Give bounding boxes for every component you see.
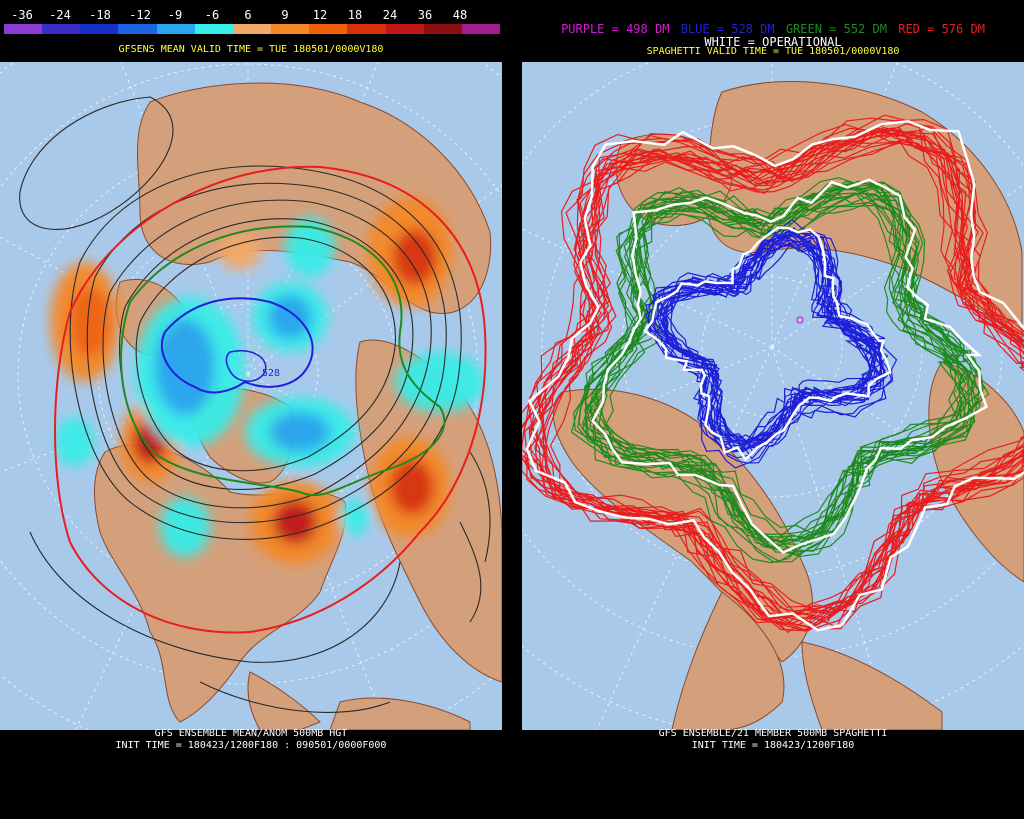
green-member-line — [577, 184, 977, 562]
anomaly-color-bar — [4, 24, 501, 34]
legend-label: -12 — [129, 8, 151, 22]
red-legend-item: RED = 576 DM — [898, 22, 985, 36]
red-member-line — [539, 130, 1024, 611]
legend-swatch — [385, 24, 424, 34]
legend-swatch — [4, 24, 43, 34]
red-576-contour — [54, 165, 487, 634]
spaghetti-valid-time-header: SPAGHETTI VALID TIME = TUE 180501/0000V1… — [646, 46, 900, 57]
blue-legend-item: BLUE = 528 DM — [680, 22, 775, 36]
legend-label: -18 — [89, 8, 111, 22]
spaghetti-legend: PURPLE = 498 DM BLUE = 528 DM GREEN = 55… — [522, 22, 1024, 36]
legend-label: -6 — [204, 8, 220, 22]
legend-label: -24 — [49, 8, 71, 22]
mean-footer-init-time: INIT TIME = 180423/1200F180 : 090501/000… — [115, 740, 387, 751]
red-member-line — [522, 129, 1024, 632]
green-552-contour — [120, 225, 446, 497]
legend-swatch — [80, 24, 119, 34]
mean-footer-title: GFS ENSEMBLE MEAN/ANOM 500MB HGT — [154, 728, 348, 739]
red-member-line — [543, 131, 1024, 625]
blue-member-line — [670, 242, 875, 451]
blue-528-contour — [160, 297, 314, 394]
blue-member-line — [652, 228, 877, 453]
operational-line — [642, 226, 892, 462]
legend-label: 24 — [382, 8, 398, 22]
legend-label: 48 — [452, 8, 468, 22]
spaghetti-footer-init-time: INIT TIME = 180423/1200F180 — [691, 740, 855, 751]
purple-member-line — [796, 316, 804, 324]
legend-swatch — [347, 24, 386, 34]
legend-swatch — [461, 24, 501, 34]
ensemble-mean-panel: -36 -24 -18 -12 -9 -6 6 9 12 18 24 36 48… — [0, 0, 502, 819]
legend-label: 6 — [244, 8, 252, 22]
legend-swatch — [423, 24, 462, 34]
mean-valid-time-header: GFSENS MEAN VALID TIME = TUE 180501/0000… — [118, 44, 384, 55]
legend-swatch — [232, 24, 272, 34]
ensemble-member-lines — [522, 114, 1024, 634]
operational-line — [525, 120, 1024, 632]
legend-swatch — [42, 24, 81, 34]
blue-member-line — [663, 235, 877, 443]
blue-member-line — [646, 231, 893, 469]
legend-swatch — [309, 24, 348, 34]
legend-swatch — [194, 24, 233, 34]
purple-legend-item: PURPLE = 498 DM — [561, 22, 670, 36]
contour-value-label: 528 — [262, 368, 280, 379]
legend-swatch — [271, 24, 310, 34]
operational-legend-item: WHITE = OPERATIONAL — [704, 35, 842, 49]
spaghetti-map — [522, 62, 1024, 730]
blue-member-line — [661, 230, 886, 453]
blue-member-line — [665, 243, 875, 443]
red-member-line — [523, 132, 1024, 624]
red-member-line — [528, 126, 1024, 618]
legend-label: -9 — [167, 8, 183, 22]
green-member-line — [589, 192, 965, 550]
legend-label: 36 — [417, 8, 433, 22]
legend-label: 18 — [347, 8, 363, 22]
blue-member-line — [649, 218, 898, 459]
spaghetti-panel: PURPLE = 498 DM BLUE = 528 DM GREEN = 55… — [522, 0, 1024, 819]
legend-swatch — [118, 24, 157, 34]
red-member-line — [538, 138, 1024, 625]
legend-label: -36 — [11, 8, 33, 22]
spaghetti-footer-title: GFS ENSEMBLE/21 MEMBER 500MB SPAGHETTI — [658, 728, 888, 739]
red-member-line — [522, 132, 1024, 621]
green-member-line — [570, 192, 969, 564]
green-legend-item: GREEN = 552 DM — [785, 22, 887, 36]
legend-label: 9 — [281, 8, 289, 22]
operational-line — [591, 178, 988, 554]
legend-swatch — [156, 24, 195, 34]
legend-label: 12 — [312, 8, 328, 22]
ensemble-mean-map: 528 — [0, 62, 502, 730]
red-member-line — [522, 117, 1024, 632]
anomaly-legend-labels: -36 -24 -18 -12 -9 -6 6 9 12 18 24 36 48 — [0, 8, 502, 22]
blue-member-line — [656, 228, 884, 444]
blue-member-line — [651, 236, 871, 444]
